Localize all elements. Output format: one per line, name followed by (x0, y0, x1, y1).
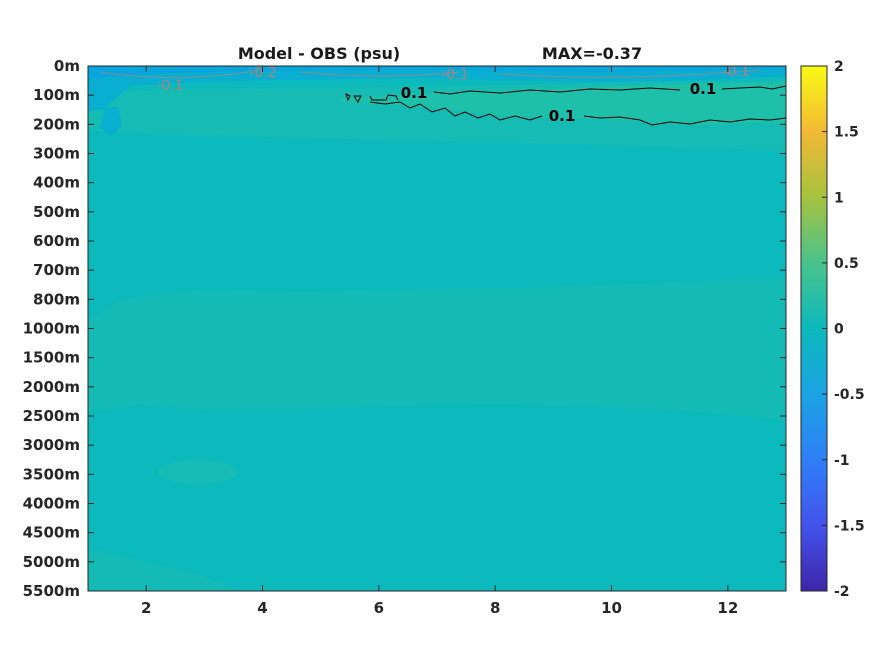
contour-label: 0.1 (549, 107, 576, 125)
y-tick-label: 4500m (23, 524, 80, 542)
chart-subtitle: MAX=-0.37 (542, 44, 642, 63)
colorbar-axis: 2 1.5 1 0.5 0 -0.5 -1 -1.5 -2 (822, 59, 865, 600)
y-tick-label: 1500m (23, 349, 80, 367)
y-tick-label: 3500m (23, 465, 80, 483)
y-tick-label: 4000m (23, 495, 80, 513)
field-patch-deep (158, 460, 238, 484)
contour-line-positive (369, 94, 399, 101)
contour-line-positive-small (345, 93, 362, 103)
contour-lines (99, 69, 787, 126)
field-patch-bottom (88, 548, 240, 591)
y-tick-label: 3000m (23, 436, 80, 454)
contour-line-positive-upper (433, 87, 681, 95)
y-tick-label: 400m (33, 174, 80, 192)
y-tick-label: 800m (33, 290, 80, 308)
colorbar-tick-label: 2 (834, 59, 844, 75)
chart-title: Model - OBS (psu) (238, 44, 400, 63)
y-tick-label: 0m (54, 57, 80, 75)
y-tick-label: 700m (33, 261, 80, 279)
field-band-mid (88, 278, 786, 420)
contour-label: -0.1 (156, 78, 183, 94)
y-tick-label: 2000m (23, 378, 80, 396)
y-tick-label: 300m (33, 145, 80, 163)
y-tick-label: 2500m (23, 407, 80, 425)
contour-label: -0.2 (249, 65, 276, 81)
contour-label: 0.1 (690, 80, 717, 98)
y-tick-label: 500m (33, 203, 80, 221)
contour-label: 0.1 (401, 84, 428, 102)
contour-label: -0.1 (722, 64, 749, 80)
x-tick-label: 10 (601, 599, 622, 617)
x-tick-label: 8 (490, 599, 500, 617)
colorbar-tick-label: 1 (834, 190, 844, 206)
y-axis: 0m 100m 200m 300m 400m 500m 600m 700m 800m 1000m 1… (23, 57, 786, 600)
x-tick-label: 6 (374, 599, 384, 617)
heatmap-field (88, 66, 786, 591)
contour-line-negative (99, 69, 761, 79)
x-tick-label: 2 (141, 599, 151, 617)
contour-line-positive-lower (369, 101, 543, 121)
x-tick-label: 12 (717, 599, 738, 617)
colorbar-tick-label: 0 (834, 322, 844, 338)
x-axis: 2 4 6 8 10 12 (141, 66, 738, 617)
colorbar-tick-label: -0.5 (834, 387, 865, 403)
y-tick-label: 600m (33, 232, 80, 250)
colorbar-tick-label: 1.5 (834, 125, 859, 141)
y-tick-label: 1000m (23, 320, 80, 338)
contour-line-positive-lower-right (583, 115, 787, 126)
y-tick-label: 5000m (23, 553, 80, 571)
colorbar-tick-label: -2 (834, 584, 850, 600)
contour-label: -0.1 (441, 67, 468, 83)
field-band-positive (340, 82, 786, 125)
colorbar-tick-label: 0.5 (834, 256, 859, 272)
colorbar-tick-label: -1.5 (834, 518, 865, 534)
y-tick-label: 100m (33, 86, 80, 104)
colorbar-tick-label: -1 (834, 453, 850, 469)
y-tick-label: 200m (33, 115, 80, 133)
y-tick-label: 5500m (23, 582, 80, 600)
contour-line-positive-upper-right (721, 85, 787, 90)
x-tick-label: 4 (257, 599, 267, 617)
